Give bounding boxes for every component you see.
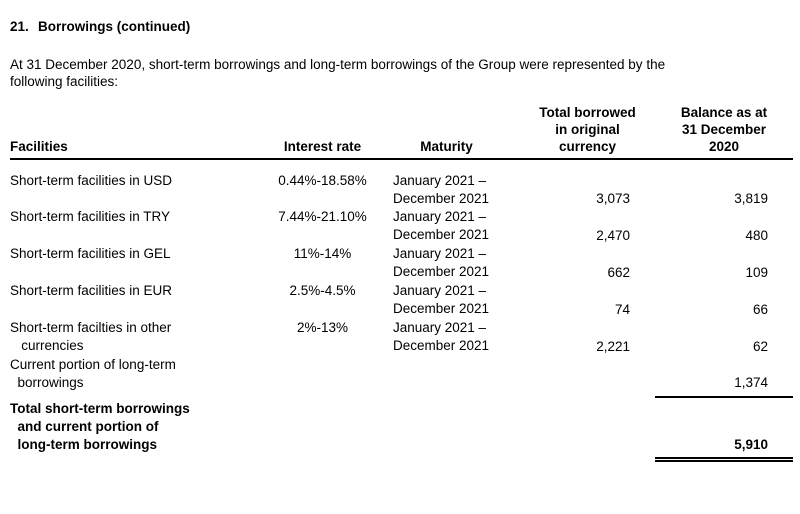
total-row: Total short-term borrowings and current …: [10, 400, 793, 462]
col-header-total-borrowed: Total borrowed in original currency: [500, 104, 655, 160]
total-label-cell: Total short-term borrowings and current …: [10, 401, 190, 452]
total-borrowed-cell: 3,073: [596, 191, 630, 206]
col-header-balance: Balance as at 31 December 2020: [655, 104, 793, 160]
balance-cell: 109: [745, 265, 768, 280]
maturity-cell: January 2021 – December 2021: [393, 209, 490, 242]
total-borrowed-cell: 2,470: [596, 228, 630, 243]
maturity-cell: January 2021 – December 2021: [393, 173, 490, 206]
total-balance-cell: 5,910: [655, 400, 793, 462]
section-heading: 21. Borrowings (continued): [10, 18, 793, 35]
note-number: 21.: [10, 19, 29, 34]
balance-cell: 480: [745, 228, 768, 243]
table-header-row: Facilities Interest rate Maturity Total …: [10, 104, 793, 160]
facility-cell: Short-term facilties in other currencies: [10, 320, 172, 353]
interest-rate-cell: 2%-13%: [296, 320, 349, 335]
empty-cell: [500, 356, 655, 400]
facility-cell: Current portion of long-term borrowings: [10, 357, 176, 390]
interest-rate-cell: 0.44%-18.58%: [278, 173, 367, 188]
table-row: Short-term facilities in EUR 2.5%-4.5% J…: [10, 282, 793, 319]
col-header-interest-rate: Interest rate: [265, 104, 380, 160]
table-row: Short-term facilities in TRY 7.44%-21.10…: [10, 208, 793, 245]
empty-cell: [380, 356, 500, 400]
balance-cell: 66: [752, 302, 768, 317]
facility-cell: Short-term facilities in USD: [10, 173, 173, 188]
empty-cell: [380, 400, 500, 462]
maturity-cell: January 2021 – December 2021: [393, 283, 490, 316]
interest-rate-cell: 7.44%-21.10%: [278, 209, 367, 224]
empty-cell: [265, 356, 380, 400]
total-borrowed-cell: 662: [607, 265, 630, 280]
interest-rate-cell: 11%-14%: [293, 246, 352, 261]
total-borrowed-cell: 2,221: [596, 339, 630, 354]
total-borrowed-cell: 74: [614, 302, 630, 317]
facility-cell: Short-term facilities in GEL: [10, 246, 171, 261]
subtotal-value-underlined: 1,374: [655, 374, 793, 398]
section-title: Borrowings (continued): [38, 19, 191, 34]
table-row: Short-term facilities in GEL 11%-14% Jan…: [10, 245, 793, 282]
intro-paragraph: At 31 December 2020, short-term borrowin…: [10, 57, 666, 89]
table-row: Short-term facilties in other currencies…: [10, 319, 793, 356]
balance-cell: 62: [752, 339, 768, 354]
empty-cell: [265, 400, 380, 462]
facility-cell: Short-term facilities in TRY: [10, 209, 171, 224]
empty-cell: [500, 400, 655, 462]
col-header-maturity: Maturity: [380, 104, 500, 160]
facility-cell: Short-term facilities in EUR: [10, 283, 173, 298]
col-header-facilities: Facilities: [10, 104, 265, 160]
interest-rate-cell: 2.5%-4.5%: [289, 283, 356, 298]
balance-cell: 1,374: [655, 356, 793, 400]
borrowings-table: Facilities Interest rate Maturity Total …: [10, 104, 793, 462]
balance-cell: 3,819: [734, 191, 768, 206]
maturity-cell: January 2021 – December 2021: [393, 320, 490, 353]
maturity-cell: January 2021 – December 2021: [393, 246, 490, 279]
current-portion-row: Current portion of long-term borrowings …: [10, 356, 793, 400]
table-row: Short-term facilities in USD 0.44%-18.58…: [10, 159, 793, 208]
total-value-double-underlined: 5,910: [655, 436, 793, 462]
document-page: 21. Borrowings (continued) At 31 Decembe…: [10, 18, 793, 462]
